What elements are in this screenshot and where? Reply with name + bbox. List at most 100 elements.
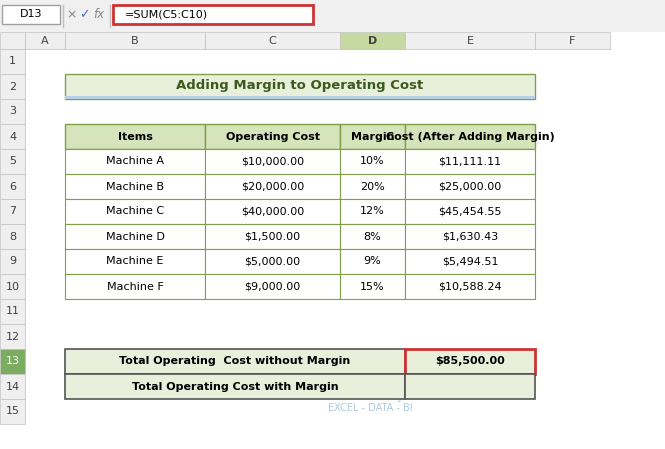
Bar	[65, 349, 405, 374]
Bar	[205, 224, 340, 249]
Text: Machine A: Machine A	[106, 157, 164, 167]
Bar	[65, 124, 205, 149]
Text: 15%: 15%	[360, 282, 385, 291]
Bar	[0, 299, 25, 324]
Text: 14: 14	[5, 382, 19, 392]
Text: 20%: 20%	[360, 181, 385, 192]
Text: 8: 8	[9, 232, 16, 242]
Text: 3: 3	[9, 106, 16, 116]
Text: Machine C: Machine C	[106, 207, 164, 216]
Text: 13: 13	[5, 357, 19, 366]
Text: $45,454.55: $45,454.55	[438, 207, 502, 216]
Bar	[0, 274, 25, 299]
Text: 5: 5	[9, 157, 16, 167]
Bar	[405, 174, 535, 199]
Text: 10%: 10%	[360, 157, 385, 167]
Bar	[340, 274, 405, 299]
Bar	[405, 124, 535, 149]
Bar	[405, 199, 535, 224]
Text: E: E	[467, 35, 473, 45]
Bar	[0, 349, 25, 374]
Bar	[205, 124, 340, 149]
Bar	[65, 374, 405, 399]
Text: Operating Cost: Operating Cost	[225, 132, 319, 141]
Bar	[0, 224, 25, 249]
Text: 11: 11	[5, 307, 19, 317]
Bar	[65, 274, 205, 299]
Text: D: D	[368, 35, 377, 45]
Text: $9,000.00: $9,000.00	[244, 282, 301, 291]
Bar	[0, 249, 25, 274]
Bar	[65, 199, 205, 224]
Bar	[535, 32, 610, 49]
Bar	[405, 249, 535, 274]
Text: D13: D13	[20, 9, 43, 19]
Text: Machine F: Machine F	[106, 282, 164, 291]
Bar	[0, 399, 25, 424]
Text: $10,588.24: $10,588.24	[438, 282, 502, 291]
Bar	[340, 199, 405, 224]
Text: $5,494.51: $5,494.51	[442, 256, 498, 267]
Text: ✓: ✓	[78, 9, 89, 22]
Bar	[205, 149, 340, 174]
Bar	[340, 149, 405, 174]
Bar	[340, 32, 405, 49]
Bar	[65, 224, 205, 249]
Text: Cost (After Adding Margin): Cost (After Adding Margin)	[386, 132, 555, 141]
Text: $25,000.00: $25,000.00	[438, 181, 501, 192]
Bar	[405, 32, 535, 49]
Bar	[0, 174, 25, 199]
Bar	[0, 74, 25, 99]
Bar	[65, 32, 205, 49]
Text: 12%: 12%	[360, 207, 385, 216]
Text: Adding Margin to Operating Cost: Adding Margin to Operating Cost	[176, 79, 424, 92]
Text: 1: 1	[9, 57, 16, 66]
Bar	[340, 249, 405, 274]
Text: Items: Items	[118, 132, 152, 141]
Text: 15: 15	[5, 406, 19, 417]
Text: Machine B: Machine B	[106, 181, 164, 192]
Text: Margin: Margin	[350, 132, 394, 141]
Text: B: B	[131, 35, 139, 45]
Text: 7: 7	[9, 207, 16, 216]
Text: A: A	[41, 35, 49, 45]
Bar	[205, 174, 340, 199]
Bar	[405, 374, 535, 399]
Text: Machine E: Machine E	[106, 256, 164, 267]
Bar	[0, 374, 25, 399]
Bar	[340, 224, 405, 249]
Bar	[65, 96, 535, 99]
Text: Total Operating  Cost without Margin: Total Operating Cost without Margin	[120, 357, 350, 366]
Text: 9%: 9%	[364, 256, 381, 267]
Text: F: F	[569, 35, 576, 45]
Text: fx: fx	[94, 9, 104, 22]
Bar	[2, 5, 60, 24]
Bar	[205, 32, 340, 49]
Bar	[340, 174, 405, 199]
Bar	[25, 32, 65, 49]
Bar	[405, 224, 535, 249]
Text: $10,000.00: $10,000.00	[241, 157, 304, 167]
Bar	[65, 149, 205, 174]
Text: Total Operating Cost with Margin: Total Operating Cost with Margin	[132, 382, 338, 392]
Text: 8%: 8%	[364, 232, 381, 242]
Bar	[65, 74, 535, 99]
Text: exceldemy: exceldemy	[336, 388, 404, 401]
Text: $40,000.00: $40,000.00	[241, 207, 304, 216]
Bar	[205, 274, 340, 299]
Text: =SUM(C5:C10): =SUM(C5:C10)	[125, 9, 208, 19]
Bar	[0, 32, 25, 49]
Bar	[405, 274, 535, 299]
Text: 12: 12	[5, 331, 19, 342]
Bar	[0, 149, 25, 174]
Bar	[65, 174, 205, 199]
Text: EXCEL - DATA - BI: EXCEL - DATA - BI	[328, 403, 412, 413]
Bar	[0, 199, 25, 224]
Bar	[65, 249, 205, 274]
Bar	[405, 349, 535, 374]
Text: $20,000.00: $20,000.00	[241, 181, 304, 192]
Bar	[113, 5, 313, 24]
Text: $85,500.00: $85,500.00	[435, 357, 505, 366]
Text: $11,111.11: $11,111.11	[438, 157, 501, 167]
Text: Machine D: Machine D	[106, 232, 164, 242]
